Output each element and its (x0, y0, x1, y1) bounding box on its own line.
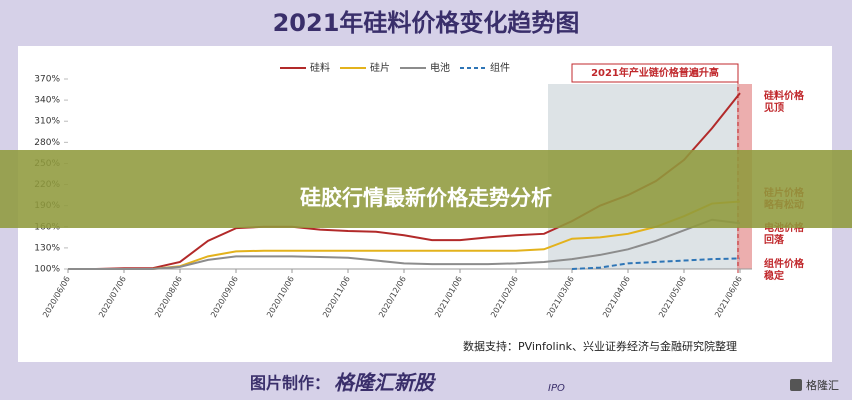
annotation: 硅料价格 (764, 89, 805, 102)
y-tick-label: 100% (34, 265, 60, 275)
series-line (68, 218, 741, 270)
legend-label: 硅片 (370, 61, 390, 74)
series-line (571, 257, 741, 270)
logo-text: 格隆汇 (806, 378, 839, 392)
annotation: 稳定 (764, 269, 784, 282)
y-tick-label: 130% (34, 243, 60, 253)
y-tick-label: 370% (34, 75, 60, 85)
y-tick-label: 340% (34, 96, 60, 106)
legend-label: 组件 (490, 61, 510, 74)
logo-icon (790, 379, 802, 391)
source: 数据支持：PVinfolink、兴业证券经济与金融研究院整理 (463, 339, 737, 353)
legend-label: 硅料 (310, 61, 330, 74)
banner-title: 硅胶行情最新价格走势分析 (300, 186, 552, 210)
banner-band (0, 150, 852, 228)
annotation: 组件价格 (764, 257, 805, 270)
chart-title: 2021年硅料价格变化趋势图 (273, 9, 580, 37)
annotation: 见顶 (764, 102, 784, 114)
brand: 格隆汇新股 (334, 371, 436, 395)
brand-suffix: IPO (548, 383, 565, 394)
y-tick-label: 310% (34, 117, 60, 127)
highlight-box (571, 63, 739, 83)
credit: 图片制作： (250, 374, 330, 393)
legend-label: 电池 (430, 61, 450, 74)
y-tick-label: 280% (34, 138, 60, 148)
highlight-label: 2021年产业链价格普遍升高 (591, 66, 719, 79)
annotation: 回落 (764, 233, 785, 246)
